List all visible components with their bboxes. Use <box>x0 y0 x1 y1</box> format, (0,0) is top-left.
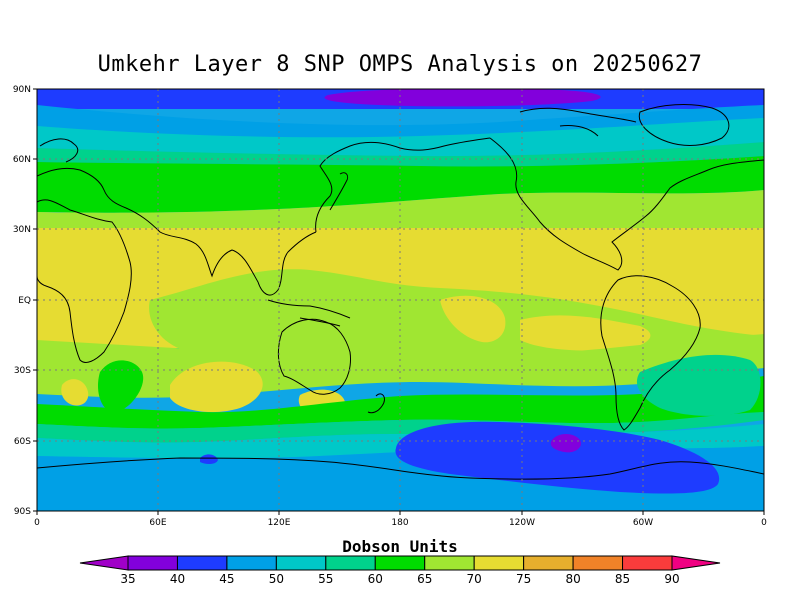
antarctic-45-spot <box>200 454 218 465</box>
lat-label: 90N <box>13 85 31 95</box>
australia-coast <box>277 318 351 395</box>
band-north-65 <box>37 105 764 140</box>
indonesia-coast <box>267 299 351 327</box>
colorbar-level-label: 50 <box>269 572 284 586</box>
colorbar-units-label: Dobson Units <box>342 537 458 556</box>
colorbar-level-label: 55 <box>318 572 333 586</box>
africa-europe-coast <box>37 199 132 363</box>
colorbar-swatch <box>572 555 624 571</box>
lon-label: 60W <box>633 518 653 528</box>
colorbar-level-label: 65 <box>417 572 432 586</box>
south-75-patch-1 <box>61 379 89 406</box>
colorbar-swatch <box>473 555 525 571</box>
band-south-60 <box>37 412 764 443</box>
north-polar-40-blob <box>324 89 601 107</box>
lon-label: 0 <box>761 518 767 528</box>
colorbar-level-label: 45 <box>219 572 234 586</box>
new-zealand-coast <box>367 393 385 414</box>
colorbar-level-label: 80 <box>565 572 580 586</box>
scandinavia-coast <box>39 138 79 163</box>
colorbar-swatch <box>176 555 228 571</box>
colorbar-level-label: 35 <box>120 572 135 586</box>
colorbar-level-label: 60 <box>368 572 383 586</box>
tropics-75-patch-pacific <box>440 295 506 343</box>
graticule <box>37 89 764 511</box>
lon-label: 120W <box>509 518 535 528</box>
lon-label: 180 <box>391 518 408 528</box>
lon-label: 0 <box>34 518 40 528</box>
axis-ticks <box>33 88 765 515</box>
colorbar-level-label: 75 <box>516 572 531 586</box>
arctic-islands-coast <box>519 107 637 137</box>
lat-label: 60N <box>13 155 31 165</box>
colorbar-level-label: 70 <box>467 572 482 586</box>
north-america-coast <box>489 137 764 271</box>
japan-coast <box>329 172 349 211</box>
south-pacific-40-core <box>550 434 581 453</box>
south-pacific-45-blob <box>395 421 720 494</box>
lon-label: 120E <box>268 518 291 528</box>
colorbar-high-triangle <box>671 555 721 571</box>
arabia-india-coast <box>125 207 317 296</box>
colorbar: 35 40 45 50 55 60 65 70 75 80 85 90 <box>79 555 721 586</box>
colorbar-swatch <box>325 555 376 571</box>
colorbar-swatch <box>226 555 277 571</box>
lat-label: 90S <box>14 507 31 517</box>
greenland-coast <box>638 104 730 146</box>
europe-coast <box>37 167 127 209</box>
band-north-60 <box>37 142 764 167</box>
south-america-coast <box>600 275 701 431</box>
tropics-75-patch-east <box>520 315 651 351</box>
south-75-patch-2 <box>170 361 263 413</box>
colorbar-swatch <box>374 555 426 571</box>
east-asia-coast <box>315 137 491 233</box>
colorbar-level-label: 40 <box>170 572 185 586</box>
lat-label: EQ <box>18 296 31 306</box>
lon-label: 60E <box>149 518 166 528</box>
band-north-65b <box>37 156 764 213</box>
coastlines <box>37 104 764 480</box>
colorbar-level-label: 85 <box>615 572 630 586</box>
lat-labels: 90N 60N 30N EQ 30S 60S 90S <box>13 85 31 517</box>
lon-labels: 0 60E 120E 180 120W 60W 0 <box>34 518 767 528</box>
lat-label: 60S <box>14 437 31 447</box>
antarctica-coast <box>37 457 764 480</box>
colorbar-swatch <box>127 555 178 571</box>
colorbar-swatch <box>275 555 327 571</box>
colorbar-level-label: 90 <box>664 572 679 586</box>
colorbar-swatch <box>523 555 574 571</box>
lat-label: 30N <box>13 225 31 235</box>
colorbar-swatch <box>622 555 673 571</box>
colorbar-low-triangle <box>79 555 129 571</box>
south-65-bulge <box>97 360 144 413</box>
map-title: Umkehr Layer 8 SNP OMPS Analysis on 2025… <box>97 52 703 77</box>
colorbar-swatch <box>424 555 475 571</box>
lat-label: 30S <box>14 366 31 376</box>
